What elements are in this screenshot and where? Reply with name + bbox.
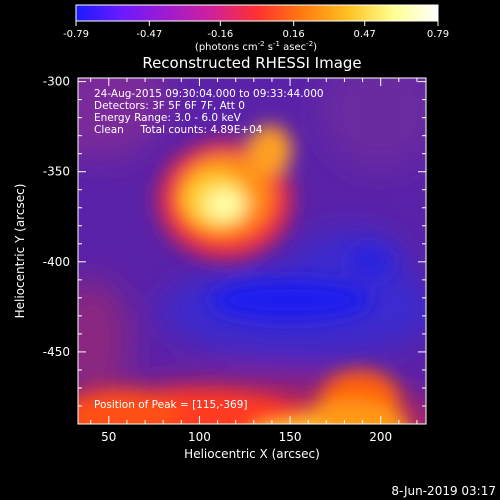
- colorbar: [75, 4, 439, 22]
- colorbar-tick-label: 0.16: [283, 29, 305, 40]
- x-tick-label: 50: [101, 430, 116, 444]
- annotation-time-range: 24-Aug-2015 09:30:04.000 to 09:33:44.000: [94, 88, 324, 100]
- plot-frame: [77, 77, 427, 425]
- y-axis-label: Heliocentric Y (arcsec): [13, 184, 27, 319]
- y-tick-label: -350: [43, 165, 70, 179]
- heatmap-image: [78, 78, 426, 424]
- x-tick-label: 150: [279, 430, 302, 444]
- chart-title: Reconstructed RHESSI Image: [142, 54, 361, 72]
- heatmap-sources: [78, 125, 409, 424]
- colorbar-ticks: -0.79 -0.47 -0.16 0.16 0.47 0.79: [63, 21, 449, 40]
- y-tick-label: -400: [43, 255, 70, 269]
- colorbar-tick-label: 0.47: [354, 29, 376, 40]
- colorbar-tick-label: -0.16: [207, 29, 233, 40]
- x-axis-label: Heliocentric X (arcsec): [184, 447, 320, 461]
- footer-timestamp: 8-Jun-2019 03:17: [391, 484, 496, 498]
- annotation-clean-counts: Clean Total counts: 4.89E+04: [94, 124, 263, 136]
- annotation-block: 24-Aug-2015 09:30:04.000 to 09:33:44.000…: [94, 88, 324, 136]
- peak-position-label: Position of Peak = [115,-369]: [94, 399, 248, 411]
- annotation-detectors: Detectors: 3F 5F 6F 7F, Att 0: [94, 100, 245, 112]
- x-tick-label: 200: [369, 430, 392, 444]
- y-tick-label: -450: [43, 345, 70, 359]
- x-tick-label: 100: [188, 430, 211, 444]
- colorbar-units: (photons cm-2 s-1 asec-2): [195, 40, 317, 53]
- colorbar-tick-label: 0.79: [427, 29, 449, 40]
- annotation-energy-range: Energy Range: 3.0 - 6.0 keV: [94, 112, 242, 124]
- colorbar-tick-label: -0.79: [63, 29, 89, 40]
- colorbar-tick-label: -0.47: [136, 29, 162, 40]
- y-tick-label: -300: [43, 75, 70, 89]
- axis-ticks: 50 100 150 200 -300 -350 -400 -450: [43, 75, 426, 444]
